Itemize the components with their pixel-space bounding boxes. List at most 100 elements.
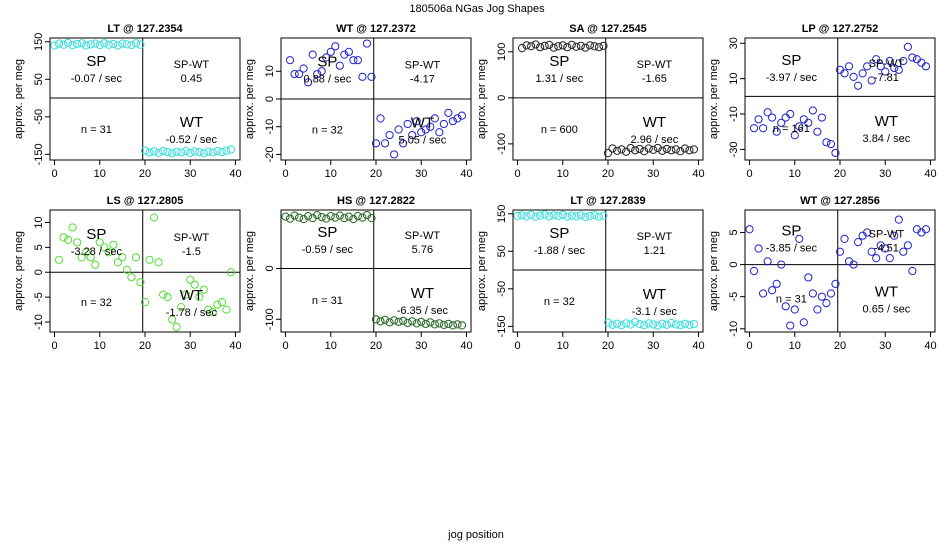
- data-point: [109, 39, 118, 49]
- data-point: [899, 247, 908, 256]
- sp-label: SP: [317, 224, 337, 241]
- y-tick-label: -30: [728, 141, 740, 157]
- data-point: [77, 253, 86, 262]
- x-tick-label: 0: [514, 168, 520, 180]
- data-point: [921, 62, 931, 71]
- data-point: [885, 56, 894, 66]
- data-point: [353, 56, 363, 65]
- y-tick-label: -10: [728, 106, 740, 122]
- data-point: [745, 225, 754, 234]
- data-point: [599, 211, 608, 220]
- data-point: [749, 124, 759, 133]
- data-point: [563, 43, 572, 52]
- data-point: [326, 212, 335, 221]
- data-point: [435, 319, 444, 328]
- x-tick-label: 20: [834, 168, 846, 180]
- data-point: [867, 247, 876, 256]
- data-point: [448, 117, 458, 126]
- data-point: [758, 124, 768, 133]
- x-tick-label: 30: [647, 340, 659, 352]
- sp-wt-label: SP-WT: [405, 60, 441, 72]
- y-tick-label: 0: [496, 95, 508, 101]
- data-point: [689, 145, 699, 154]
- data-point: [635, 320, 644, 329]
- sp-wt-value: -1.5: [182, 246, 201, 258]
- x-tick-label: 40: [460, 168, 472, 180]
- data-point: [163, 293, 172, 302]
- data-point: [127, 273, 136, 282]
- data-point: [335, 211, 344, 220]
- data-point: [430, 114, 439, 123]
- data-point: [172, 147, 181, 156]
- data-point: [322, 214, 331, 223]
- data-point: [522, 41, 531, 50]
- data-point: [653, 321, 662, 330]
- data-point: [294, 213, 304, 222]
- n-count: n = 32: [544, 296, 575, 308]
- data-point: [522, 212, 531, 221]
- sp-wt-value: -4.17: [410, 74, 435, 86]
- x-tick-label: 10: [789, 340, 801, 352]
- data-point: [426, 318, 435, 327]
- wt-rate: 0.65 / sec: [863, 303, 911, 315]
- data-point: [412, 117, 421, 126]
- panel-title: WT @ 127.2372: [336, 23, 416, 35]
- data-point: [358, 213, 367, 222]
- data-point: [617, 145, 626, 154]
- n-count: n = 31: [81, 124, 112, 136]
- sp-label: SP: [549, 53, 569, 70]
- data-point: [177, 303, 186, 312]
- x-tick-label: 40: [229, 340, 241, 352]
- y-axis-label: approx. per meg: [708, 59, 720, 139]
- x-tick-label: 0: [51, 168, 57, 180]
- data-point: [290, 69, 299, 79]
- data-point: [635, 144, 644, 154]
- data-point: [853, 238, 863, 247]
- data-point: [163, 148, 172, 157]
- y-axis-label: approx. per meg: [476, 59, 488, 139]
- chart-panel-1: LT @ 127.2354 0 10 20 30 40 -150 -50 50 150 approx…: [13, 23, 242, 180]
- y-tick-label: 0: [264, 96, 276, 102]
- x-tick-label: 0: [746, 340, 752, 352]
- data-point: [63, 38, 73, 47]
- data-point: [689, 320, 699, 329]
- data-point: [777, 260, 786, 269]
- chart-panel-8: WT @ 127.2856 0 10 20 30 40 -10 -5 0 5 approx. per…: [708, 195, 937, 352]
- data-point: [685, 146, 694, 155]
- data-point: [385, 318, 394, 327]
- panel-title: LT @ 127.2839: [570, 195, 645, 207]
- data-point: [213, 300, 222, 309]
- data-point: [612, 319, 622, 328]
- data-point: [872, 55, 881, 64]
- data-point: [122, 265, 132, 274]
- data-point: [649, 145, 658, 154]
- n-count: n = 32: [81, 297, 112, 309]
- data-point: [763, 108, 772, 117]
- data-point: [808, 106, 817, 115]
- data-point: [680, 144, 690, 153]
- sp-rate: -3.97 / sec: [766, 72, 818, 84]
- panel-title: LT @ 127.2354: [107, 23, 183, 35]
- data-point: [367, 214, 376, 223]
- data-point: [77, 39, 86, 48]
- data-point: [621, 319, 631, 328]
- data-point: [340, 50, 349, 59]
- data-point: [457, 321, 467, 330]
- y-tick-label: 5: [33, 244, 45, 250]
- y-tick-label: -10: [728, 321, 740, 337]
- data-point: [813, 305, 822, 314]
- data-point: [640, 147, 649, 156]
- data-point: [849, 260, 858, 269]
- data-point: [340, 214, 349, 223]
- sp-rate: -1.88 / sec: [534, 245, 586, 257]
- x-tick-label: 30: [647, 168, 659, 180]
- data-point: [331, 213, 340, 222]
- y-tick-label: 10: [728, 73, 740, 85]
- data-point: [317, 213, 326, 222]
- data-point: [412, 319, 421, 328]
- data-point: [840, 234, 849, 243]
- y-axis-label: approx. per meg: [708, 231, 720, 311]
- data-point: [558, 41, 567, 50]
- data-point: [554, 211, 563, 221]
- wt-label: WT: [875, 113, 898, 130]
